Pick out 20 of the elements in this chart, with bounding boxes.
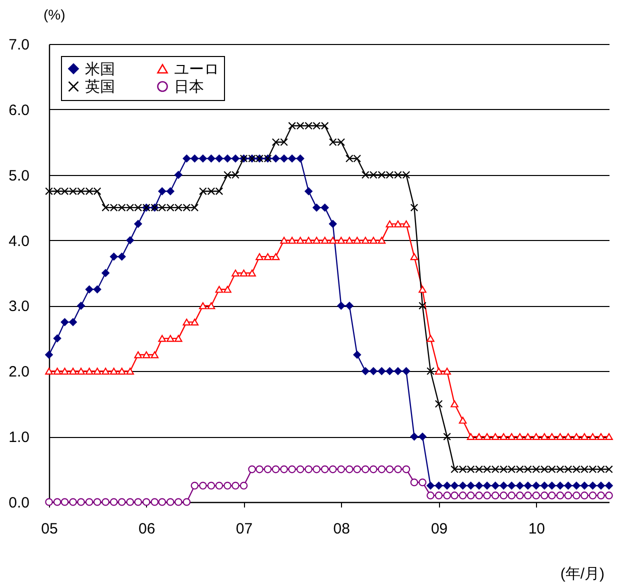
- y-tick-label: 2.0: [8, 364, 30, 381]
- y-tick-label: 6.0: [8, 102, 30, 119]
- legend-label: ユーロ: [174, 60, 219, 78]
- x-tick-label: 06: [138, 520, 156, 538]
- legend-label: 英国: [85, 78, 115, 96]
- y-tick-label: 1.0: [8, 429, 30, 446]
- y-axis-title: (%): [44, 6, 66, 22]
- x-tick-label: 09: [430, 520, 448, 538]
- x-tick-label: 10: [528, 520, 546, 538]
- y-tick-label: 4.0: [8, 232, 30, 250]
- x-tick-label: 08: [333, 520, 350, 538]
- x-axis-title: (年/月): [560, 566, 604, 582]
- legend-label: 日本: [174, 78, 204, 96]
- y-tick-label: 0.0: [8, 494, 30, 512]
- x-tick-label: 07: [236, 520, 253, 538]
- y-tick-label: 7.0: [8, 36, 30, 54]
- x-tick-label: 05: [41, 520, 58, 538]
- legend-label: 米国: [85, 60, 115, 78]
- y-tick-label: 3.0: [8, 298, 30, 316]
- y-tick-label: 5.0: [8, 167, 30, 184]
